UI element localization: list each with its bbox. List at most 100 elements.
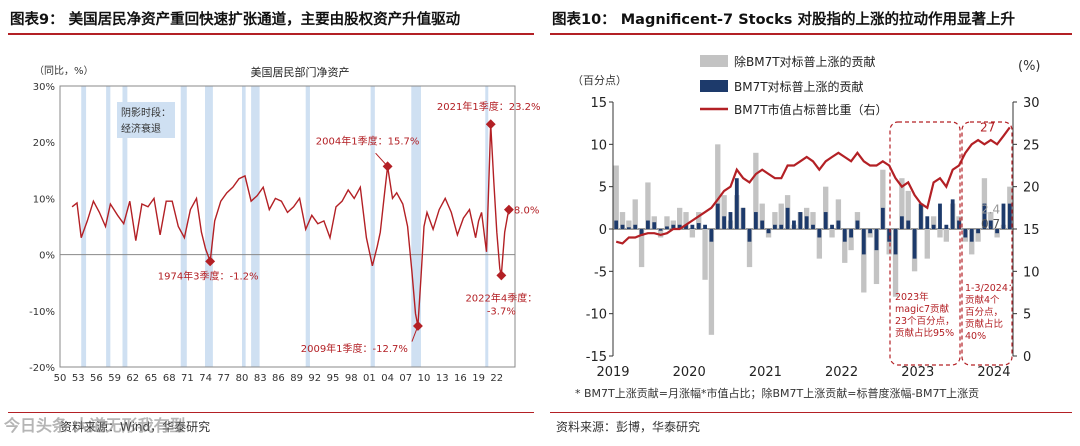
bar-bm7t (963, 229, 968, 238)
annotation-text-2023: 贡献占比95% (895, 327, 954, 339)
bar-ex-bm7t (899, 178, 905, 229)
bar-bm7t (779, 224, 784, 229)
bar-ex-bm7t (626, 220, 632, 229)
bar-ex-bm7t (721, 195, 727, 229)
bar-ex-bm7t (943, 229, 949, 242)
bar-bm7t (855, 220, 860, 229)
bar-ex-bm7t (696, 212, 702, 229)
recession-band (411, 86, 421, 367)
right-title-rule (550, 33, 1072, 35)
bar-ex-bm7t (619, 212, 626, 229)
bar-bm7t (633, 224, 638, 229)
annotation-label: 1974年3季度：-1.2% (158, 269, 259, 282)
bar-bm7t (880, 207, 885, 229)
annotation-text-2023: 23个百分点， (895, 316, 955, 327)
y-left-tick-label: 15 (590, 96, 607, 111)
y-right-tick-label: 20 (1023, 181, 1040, 196)
annotation-label: 2021年1季度：23.2% (437, 100, 540, 113)
bar-bm7t (906, 220, 911, 229)
annotation-marker (205, 256, 216, 267)
annotation-box-2024 (961, 121, 1013, 366)
y-tick-label: 10% (33, 194, 55, 205)
x-tick-label: 86 (272, 373, 285, 384)
left-chart-title: 图表9： 美国居民净资产重回快速扩张通道，主要由股权资产升值驱动 (10, 12, 461, 28)
recession-band (204, 86, 213, 367)
bar-ex-bm7t (880, 169, 886, 229)
left-chart: 30% 20% 10% 0% -10% -20%50 53 56 59 62 65 68 71 74 77 8… (29, 65, 540, 384)
x-tick-label: 53 (72, 373, 85, 384)
bar-ex-bm7t (746, 229, 753, 268)
bar-bm7t (861, 229, 866, 255)
bar-bm7t (715, 203, 720, 229)
bar-ex-bm7t (708, 229, 715, 335)
bar-ex-bm7t (772, 212, 778, 229)
bar-ex-bm7t (924, 229, 930, 259)
y-tick-label: -10% (29, 307, 55, 318)
x-tick-label: 2023 (901, 365, 934, 380)
bar-bm7t (1007, 203, 1012, 229)
y-tick-label: -20% (29, 363, 55, 374)
annotation-label: 2022年4季度： (465, 291, 537, 304)
legend-label: BM7T市值占标普比重（右） (734, 102, 888, 117)
right-chart: 15 10 5 0 -5 -10 -15 30 25 20 15 10 5 0 2019 2020 2021 20… (572, 54, 1041, 400)
y-tick-label: 30% (33, 82, 55, 93)
right-y-left-unit: （百分点） (572, 74, 627, 87)
x-tick-label: 01 (363, 373, 376, 384)
bar-ex-bm7t (645, 182, 651, 229)
y-tick-label: 0% (39, 251, 55, 262)
bar-bm7t (696, 223, 701, 229)
bar-ex-bm7t (848, 229, 854, 251)
bar-bm7t (912, 229, 917, 259)
bar-ex-bm7t (937, 229, 943, 238)
annotation-marker (503, 204, 514, 215)
left-chart-inner-title: 美国居民部门净资产 (251, 65, 350, 79)
bar-ex-bm7t (677, 207, 683, 229)
bar-ex-bm7t (829, 229, 835, 238)
bar-bm7t (639, 229, 644, 236)
bar-bm7t (931, 224, 936, 229)
recession-band (122, 86, 128, 367)
bar-ex-bm7t (975, 229, 981, 242)
bar-ex-bm7t (988, 212, 994, 229)
bar-bm7t (677, 224, 682, 229)
bar-ex-bm7t (702, 229, 708, 280)
y-right-tick-label: 15 (1023, 223, 1040, 238)
y-left-tick-label: -5 (594, 265, 607, 280)
bar-bm7t (830, 224, 834, 229)
bar-ex-bm7t (778, 203, 784, 229)
bar-bm7t (766, 229, 771, 234)
x-tick-label: 2021 (749, 365, 782, 380)
annotation-label: 2004年1季度：15.7% (316, 134, 420, 147)
bar-bm7t (817, 229, 822, 238)
bar-ex-bm7t (753, 152, 759, 229)
bar-bm7t (658, 229, 663, 231)
net-worth-yoy-line (71, 124, 510, 327)
bar-bm7t (976, 229, 980, 234)
legend-swatch-bm7t (700, 80, 728, 92)
recession-band (81, 86, 87, 367)
value-label: 0.7 (981, 217, 1000, 231)
right-chart-title: 图表10： Magnificent-7 Stocks 对股指的上涨的拉动作用显著… (552, 12, 1015, 28)
right-source: 资料来源：彭博，华泰研究 (556, 420, 701, 434)
x-tick-label: 2019 (596, 365, 629, 380)
bar-bm7t (944, 224, 949, 229)
bar-bm7t (836, 220, 841, 229)
y-left-tick-label: 0 (599, 223, 607, 238)
annotation-text-2023: magic7贡献 (895, 303, 950, 315)
annotation-label: 8.0% (514, 206, 539, 217)
x-tick-label: 83 (254, 373, 267, 384)
annotation-text-2024: 1-3/2024： (965, 283, 1017, 294)
bar-ex-bm7t (873, 229, 880, 285)
legend-label: 除BM7T对标普上涨的贡献 (734, 54, 876, 69)
y-left-tick-label: 5 (599, 181, 607, 196)
x-tick-label: 92 (308, 373, 321, 384)
bar-ex-bm7t (683, 212, 689, 229)
bar-bm7t (969, 229, 974, 242)
recession-band (242, 86, 246, 367)
recession-band (106, 86, 111, 367)
left-source: 资料来源：Wind，华泰研究 (60, 420, 211, 434)
bar-ex-bm7t (823, 186, 829, 229)
x-tick-label: 07 (399, 373, 412, 384)
y-right-tick-label: 5 (1023, 308, 1031, 323)
